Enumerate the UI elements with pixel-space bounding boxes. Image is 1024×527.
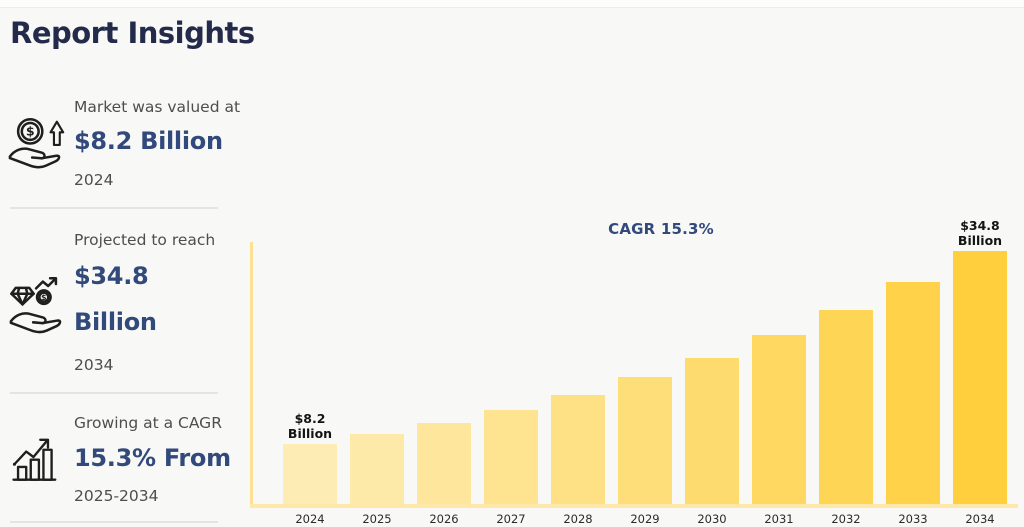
svg-text:$: $ [41,293,46,302]
stat-label: Growing at a CAGR [74,414,222,432]
bar-slot: $34.8 Billion [953,219,1007,504]
bar-slot [819,310,873,504]
stat-value: $34.8 Billion [74,262,157,336]
bar-2034 [953,251,1007,504]
hand-diamond-coin-icon: $ [7,266,69,336]
bar-slot [685,358,739,504]
bar-2029 [618,377,672,504]
bars-row: $8.2 Billion $34.8 Billion [283,210,1007,504]
market-growth-bar-chart: CAGR 15.3% $8.2 Billion $34.8 Billion 202… [250,210,1020,526]
stat-period: 2025-2034 [74,487,159,505]
bar-slot [350,434,404,504]
stat-period: 2034 [74,356,114,374]
x-tick-label: 2024 [295,512,325,526]
x-tick-label: 2030 [697,512,727,526]
cagr-annotation: CAGR 15.3% [608,220,714,238]
stat-label: Market was valued at [74,98,241,116]
stat-label: Projected to reach [74,231,216,249]
bar-2032 [819,310,873,504]
hand-coin-growth-icon: $ [6,110,68,176]
bar-2026 [417,423,471,504]
top-strip [0,0,1024,8]
page-title: Report Insights [10,16,255,50]
x-tick-label: 2027 [496,512,526,526]
x-tick-label: 2028 [563,512,593,526]
divider [10,207,218,209]
bar-2033 [886,282,940,504]
stat-value: $8.2 Billion [74,127,223,155]
x-tick-label: 2025 [362,512,392,526]
x-axis-labels: 2024 2025 2026 2027 2028 2029 2030 2031 2032 2033… [283,512,1007,526]
bar-2028 [551,395,605,504]
stat-period: 2024 [74,171,114,189]
bar-slot [551,395,605,504]
x-tick-label: 2026 [429,512,459,526]
bar-2027 [484,410,538,504]
bar-slot [618,377,672,504]
bar-2031 [752,335,806,504]
svg-text:$: $ [26,124,35,139]
x-tick-label: 2033 [898,512,928,526]
bar-value-label: $34.8 Billion [957,218,1003,248]
bar-2030 [685,358,739,504]
bar-2024 [283,444,337,504]
bar-2025 [350,434,404,504]
bar-slot [886,282,940,504]
x-tick-label: 2029 [630,512,660,526]
bar-slot: $8.2 Billion [283,412,337,504]
bar-slot [752,335,806,504]
y-axis-line [250,242,253,507]
x-tick-label: 2034 [965,512,995,526]
x-tick-label: 2031 [764,512,794,526]
bar-value-label: $8.2 Billion [287,411,333,441]
divider [10,392,218,394]
stat-value: 15.3% From [74,444,231,472]
divider [10,521,218,523]
x-tick-label: 2032 [831,512,861,526]
bar-slot [417,423,471,504]
growth-bars-arrow-icon [9,426,67,488]
x-axis-line [250,504,1018,508]
bar-slot [484,410,538,504]
